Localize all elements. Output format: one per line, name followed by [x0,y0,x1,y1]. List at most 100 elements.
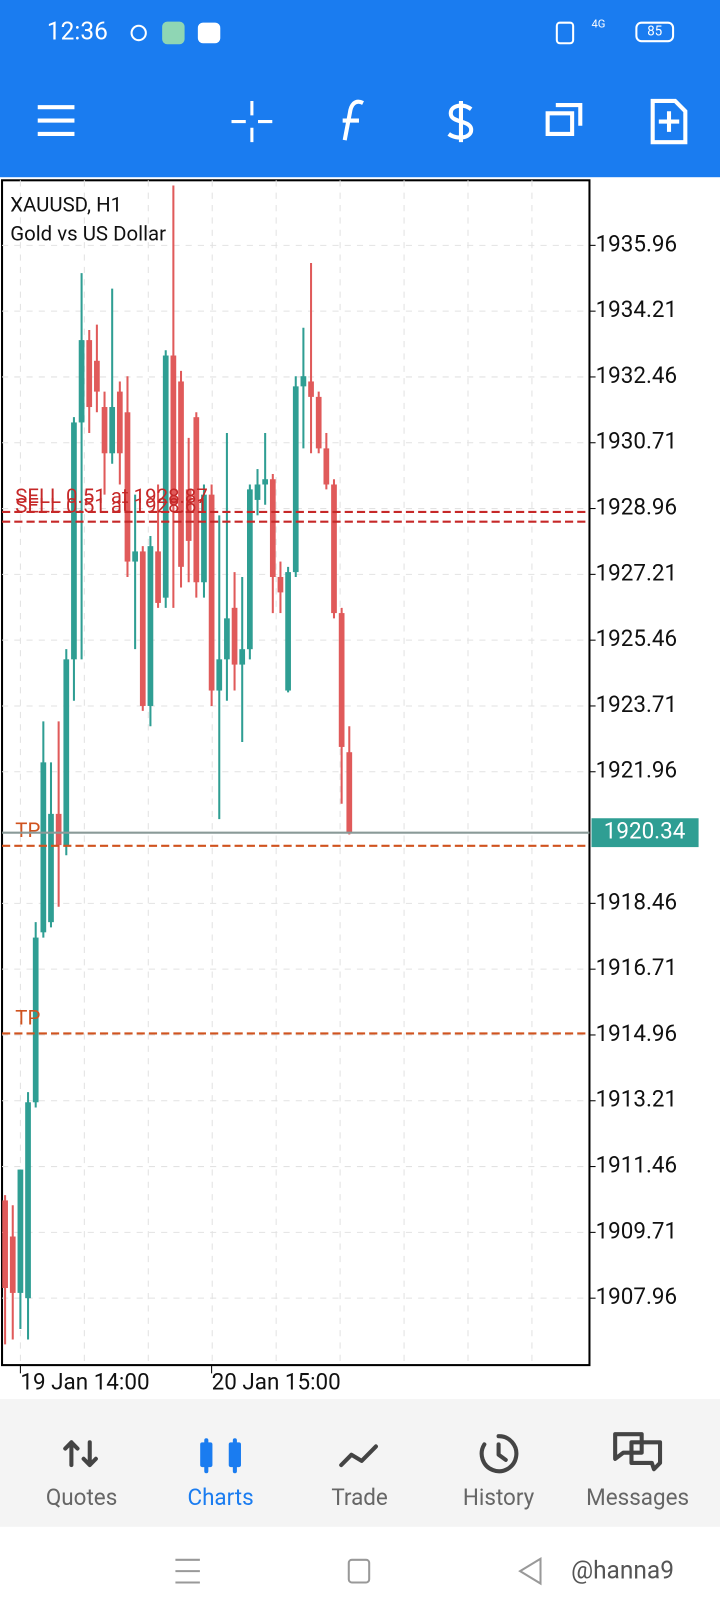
candle-body [277,576,284,593]
candle-body [208,494,215,691]
vibrate-icon [555,21,575,45]
battery-level: 85 [647,24,662,39]
candle-body [86,340,93,408]
candle-body [247,489,253,650]
network-label: 4G [592,18,606,31]
indicator-button[interactable] [342,99,364,141]
battery [635,21,675,43]
symbol: XAUUSD, H1 [10,193,122,217]
candle-body [147,546,154,706]
candle-body [48,813,54,923]
candle-body [40,762,47,933]
candle-body [239,649,246,665]
status-icon [130,24,147,42]
nav-item[interactable]: Messages [586,1432,689,1511]
windows-button[interactable] [545,103,583,136]
nav-icon [200,1438,241,1474]
y-tick-label: 1928.96 [596,493,678,520]
candle-body [346,752,353,833]
nav-item[interactable]: Charts [187,1438,254,1511]
candle-body [201,494,207,583]
nav-label: History [463,1484,535,1511]
candle-body [254,484,261,500]
menu-button[interactable] [37,105,75,136]
candle-body [262,479,269,485]
nav-icon [613,1432,663,1472]
y-tick-label: 1909.71 [596,1217,678,1244]
order-label: TP [15,1006,40,1030]
candle-body [285,572,291,691]
nav-item[interactable]: Quotes [46,1440,117,1511]
candle-body [139,551,146,706]
nav-label: Trade [331,1484,388,1511]
nav-label: Quotes [46,1484,117,1511]
candle-body [116,391,123,454]
nav-icon [339,1444,378,1468]
candle-body [178,381,184,567]
candle-body [78,340,85,423]
nav-icon [63,1440,98,1468]
candle-body [269,479,276,577]
candle-body [170,355,177,505]
nav-label: Messages [586,1484,689,1511]
candle-body [94,360,100,392]
candle-body [315,396,322,449]
y-tick-label: 1925.46 [596,625,678,652]
candle-body [300,376,307,387]
candle-body [32,937,39,1103]
home-button[interactable] [347,1558,371,1584]
candle-body [331,484,337,614]
y-tick-label: 1934.21 [596,296,678,323]
status-icon [197,22,221,44]
candle-body [2,1200,8,1289]
candle-body [9,1236,16,1293]
candle-body [216,659,223,691]
y-tick-label: 1911.46 [596,1151,678,1178]
status-icon [162,21,185,45]
candle-body [63,659,70,846]
trade-button[interactable] [447,100,474,143]
candle-body [193,417,200,583]
nav-item[interactable]: Trade [331,1444,388,1511]
new-order-button[interactable] [650,98,688,145]
toolbar [37,98,688,145]
candle-body [132,551,138,562]
y-tick-label: 1927.21 [596,559,678,586]
candle-body [109,407,116,454]
crosshair-button[interactable] [231,100,273,143]
y-tick-label: 1913.21 [596,1086,678,1113]
candle-body [17,1169,24,1293]
nav-label: Charts [187,1484,253,1511]
candle-body [71,422,77,660]
order-label: TP [15,819,40,843]
axis: 1935.96 1934.21 1932.46 1930.71 1928.96 1927.… [19,230,699,1396]
x-tick-label: 19 Jan 14:00 [20,1369,149,1396]
candle-body [308,381,314,397]
nav-icon [479,1434,519,1474]
description: Gold vs US Dollar [10,222,166,246]
candle-body [323,448,330,485]
y-tick-label: 1935.96 [596,230,678,257]
top-bar [0,0,720,178]
y-tick-label: 1923.71 [596,691,678,718]
candle-body [292,386,299,573]
back-button[interactable] [518,1556,542,1586]
y-tick-label: 1916.71 [596,954,678,981]
order-label: SELL 0.51 at 1928.87 [15,485,208,509]
candle-body [338,613,345,747]
recents-button[interactable] [175,1558,200,1584]
y-tick-label: 1918.46 [596,888,678,915]
candle-body [124,412,131,562]
clock: 12:36 [47,17,108,46]
y-tick-label: 1914.96 [596,1020,678,1047]
y-tick-label: 1921.96 [596,757,678,784]
candle-body [155,551,161,603]
system-nav [0,1526,720,1600]
price-label: 1920.34 [604,818,686,845]
price-label-box [591,818,699,848]
nav-item[interactable]: History [463,1434,535,1511]
y-tick-label: 1930.71 [596,428,678,455]
